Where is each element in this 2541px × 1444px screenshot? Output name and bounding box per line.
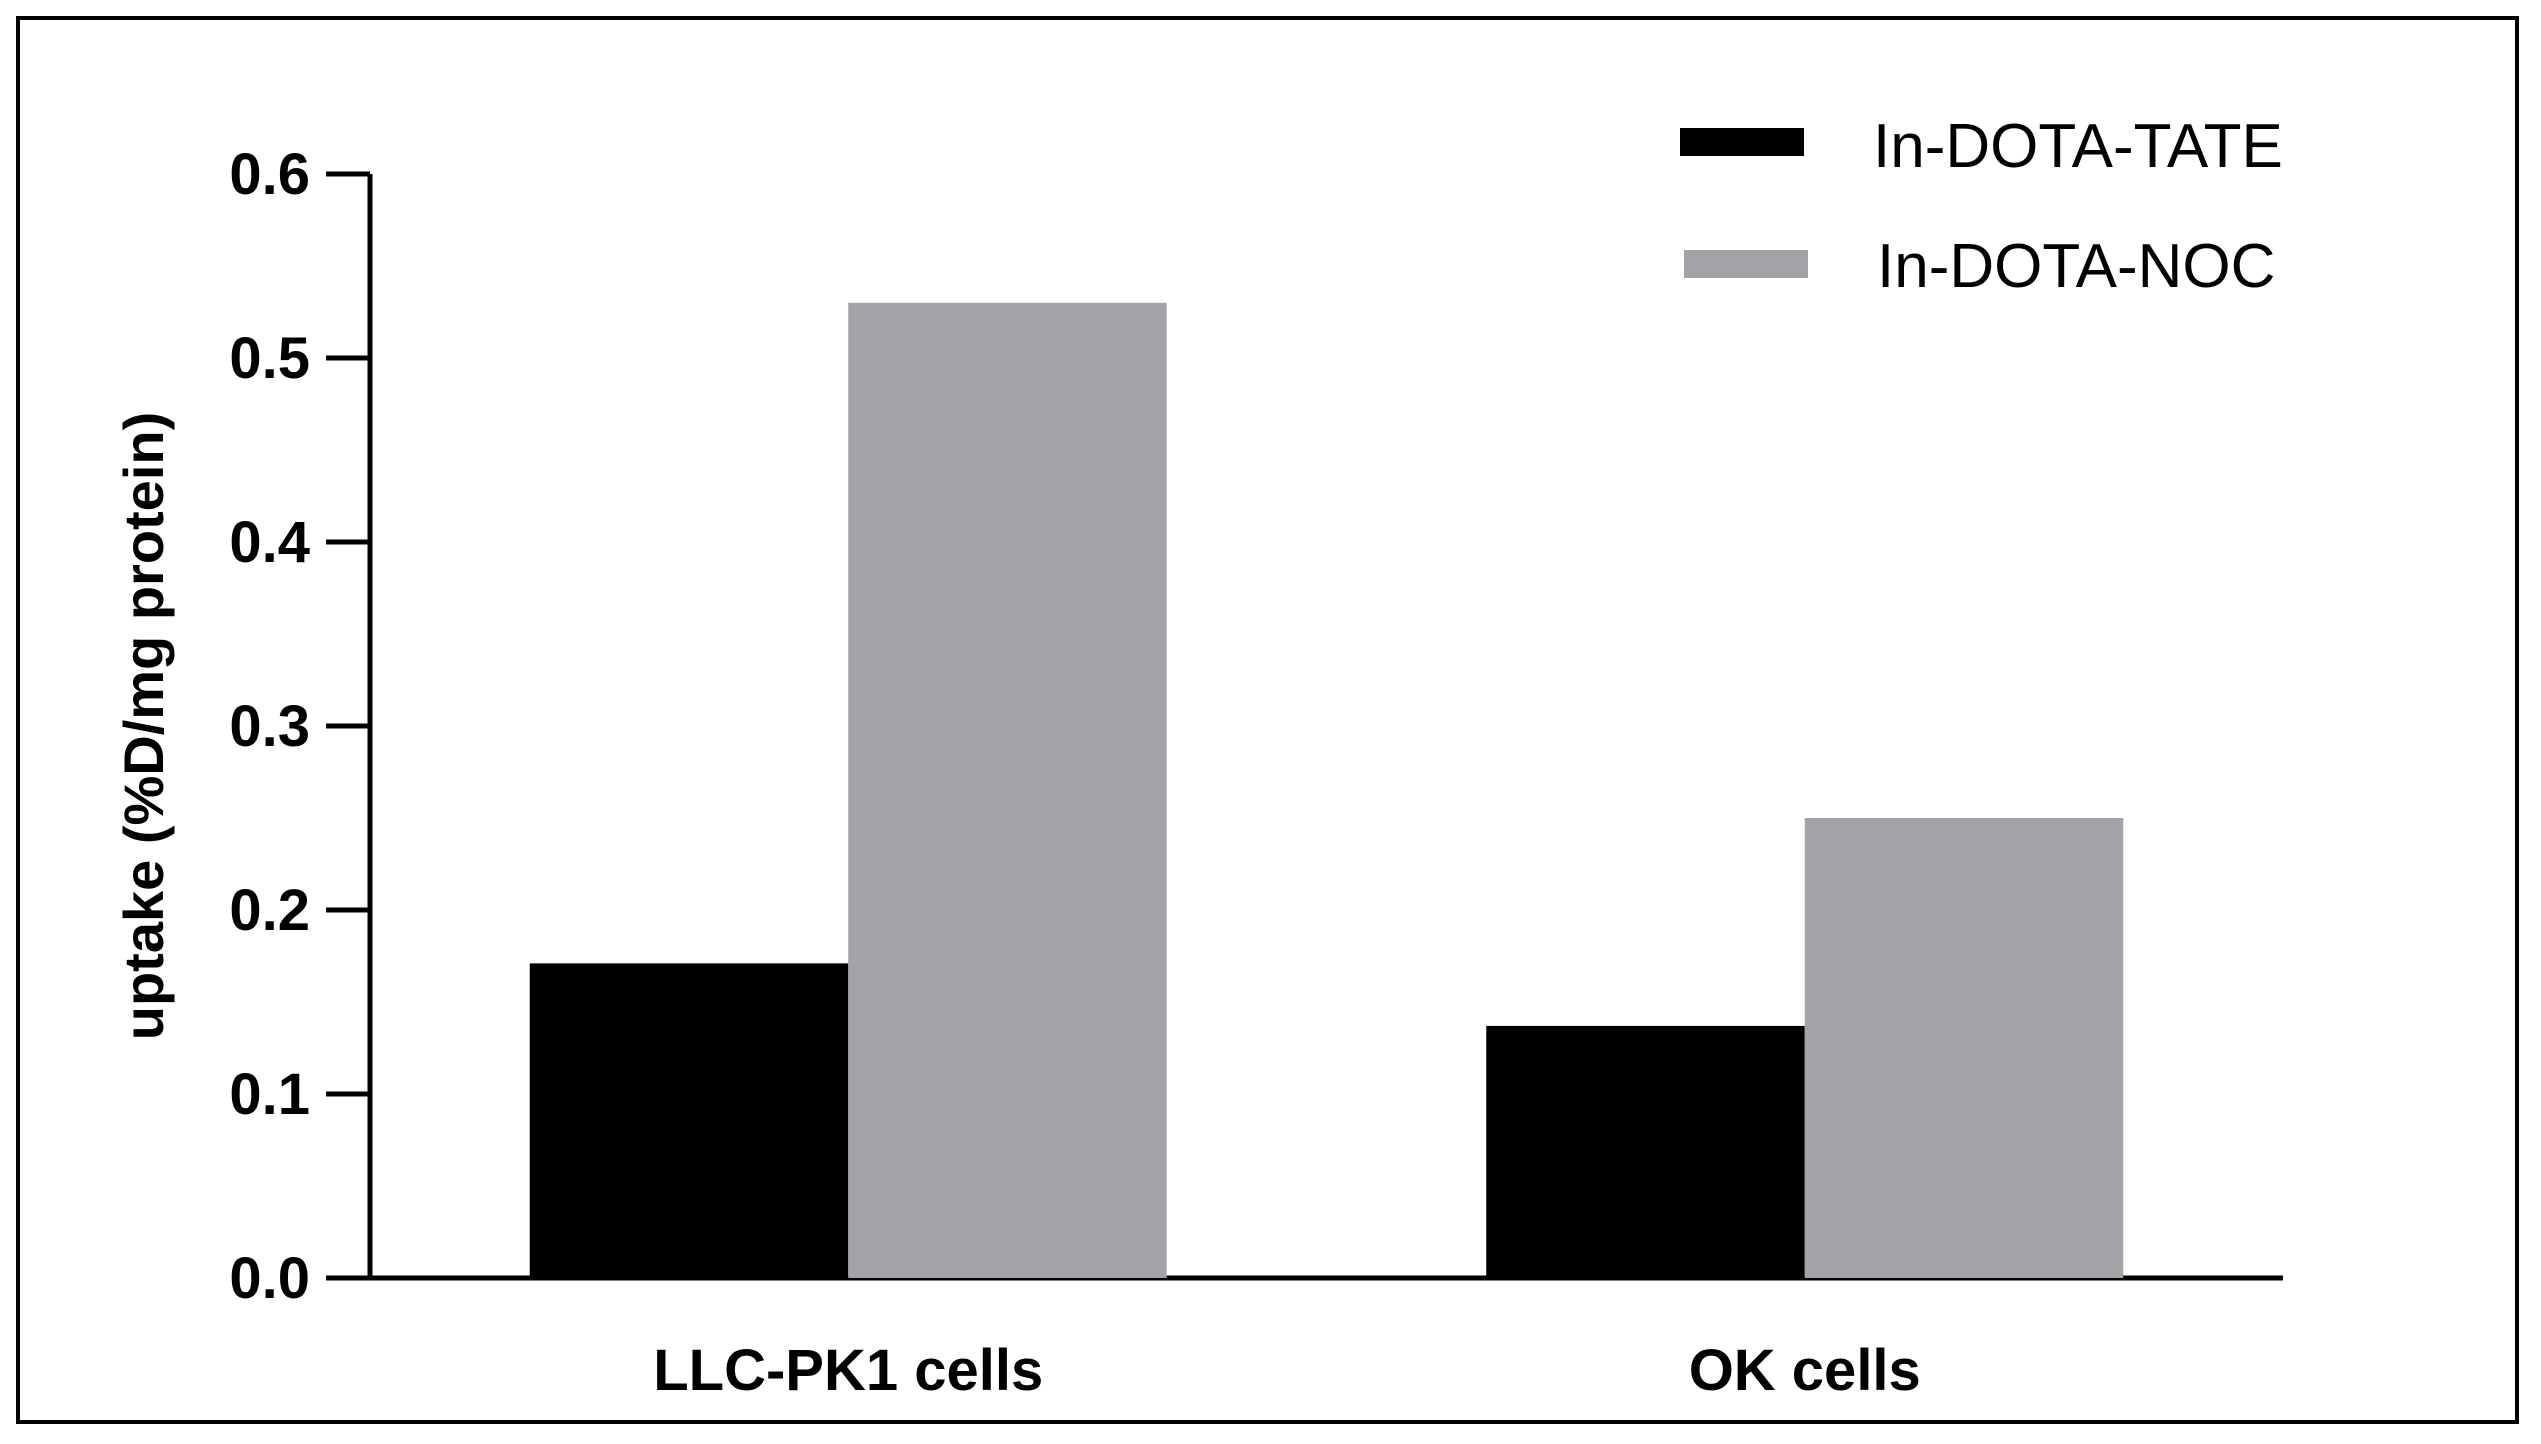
legend: In-DOTA-TATE In-DOTA-NOC [1680, 112, 2283, 301]
y-tick-label: 0.6 [229, 142, 310, 207]
y-tick-label: 0.0 [229, 1246, 310, 1311]
legend-swatch-series-1 [1684, 250, 1808, 278]
bar-series-0-category-0 [529, 963, 849, 1278]
bar-series-1-category-1 [1804, 818, 2124, 1278]
x-category-label: LLC-PK1 cells [653, 1338, 1043, 1403]
bar-series-1-category-0 [848, 302, 1167, 1278]
bar-series-0-category-1 [1486, 1025, 1805, 1278]
x-category-labels: LLC-PK1 cells OK cells [653, 1338, 1921, 1403]
legend-label-series-1: In-DOTA-NOC [1877, 232, 2275, 301]
x-category-label: OK cells [1689, 1338, 1921, 1403]
y-tick-label: 0.1 [229, 1062, 310, 1127]
y-tick-label: 0.2 [229, 878, 310, 943]
y-ticks: 0.0 0.1 0.2 0.3 0.4 0.5 0.6 [229, 142, 370, 1311]
y-tick-label: 0.3 [229, 694, 310, 759]
y-tick-label: 0.4 [229, 510, 310, 575]
y-tick-label: 0.5 [229, 326, 310, 391]
bars [529, 302, 2124, 1278]
legend-swatch-series-0 [1680, 128, 1804, 156]
legend-label-series-0: In-DOTA-TATE [1873, 112, 2283, 181]
y-axis-title: uptake (%D/mg protein) [112, 412, 175, 1040]
